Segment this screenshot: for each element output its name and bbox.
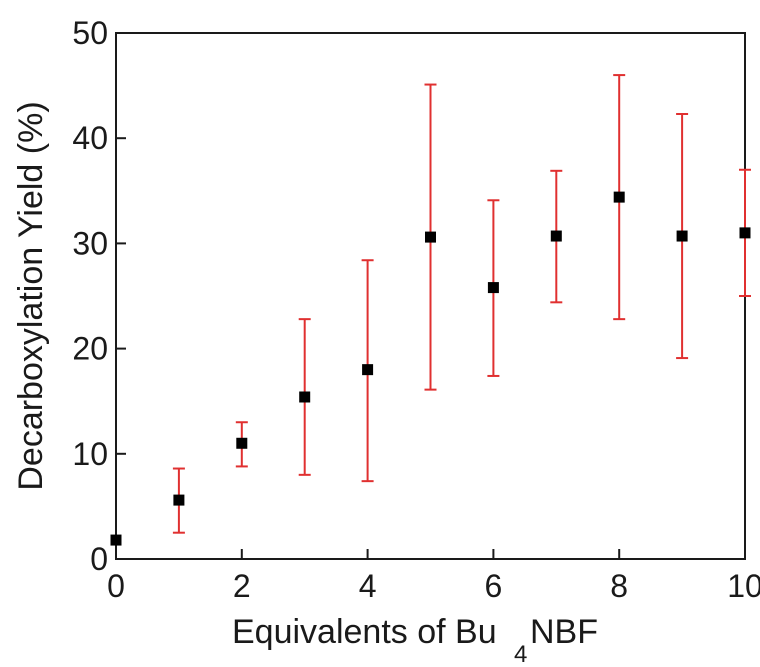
y-axis-title: Decarboxylation Yield (%): [12, 101, 50, 490]
y-axis-ticks: 0 10 20 30 40 50: [72, 15, 126, 577]
x-axis-title-main: Equivalents of Bu: [232, 613, 497, 651]
data-markers: [110, 191, 751, 546]
x-tick-label: 4: [359, 568, 377, 604]
x-tick-label: 0: [107, 568, 125, 604]
data-point: [425, 231, 436, 243]
x-tick-label: 8: [610, 568, 628, 604]
y-tick-label: 10: [72, 436, 108, 472]
x-tick-label: 10: [727, 568, 760, 604]
data-point: [110, 534, 122, 546]
data-point: [299, 391, 311, 403]
data-point: [487, 282, 499, 294]
y-tick-label: 30: [72, 225, 108, 261]
x-axis-ticks: 0 2 4 6 8 10: [107, 549, 760, 604]
data-point: [173, 494, 185, 506]
y-tick-label: 40: [72, 120, 108, 156]
data-point: [676, 230, 688, 242]
y-tick-label: 50: [72, 15, 108, 51]
y-tick-label: 20: [72, 331, 108, 367]
data-point: [613, 191, 625, 203]
data-point: [550, 230, 562, 242]
data-point: [739, 227, 751, 239]
x-tick-label: 6: [485, 568, 503, 604]
error-bars: [172, 74, 751, 534]
data-point: [236, 437, 248, 449]
x-tick-label: 2: [233, 568, 251, 604]
x-axis-title-tail: NBF: [530, 613, 598, 651]
y-tick-label: 0: [90, 541, 108, 577]
data-point: [362, 364, 374, 376]
x-axis-title-subscript: 4: [514, 641, 527, 667]
